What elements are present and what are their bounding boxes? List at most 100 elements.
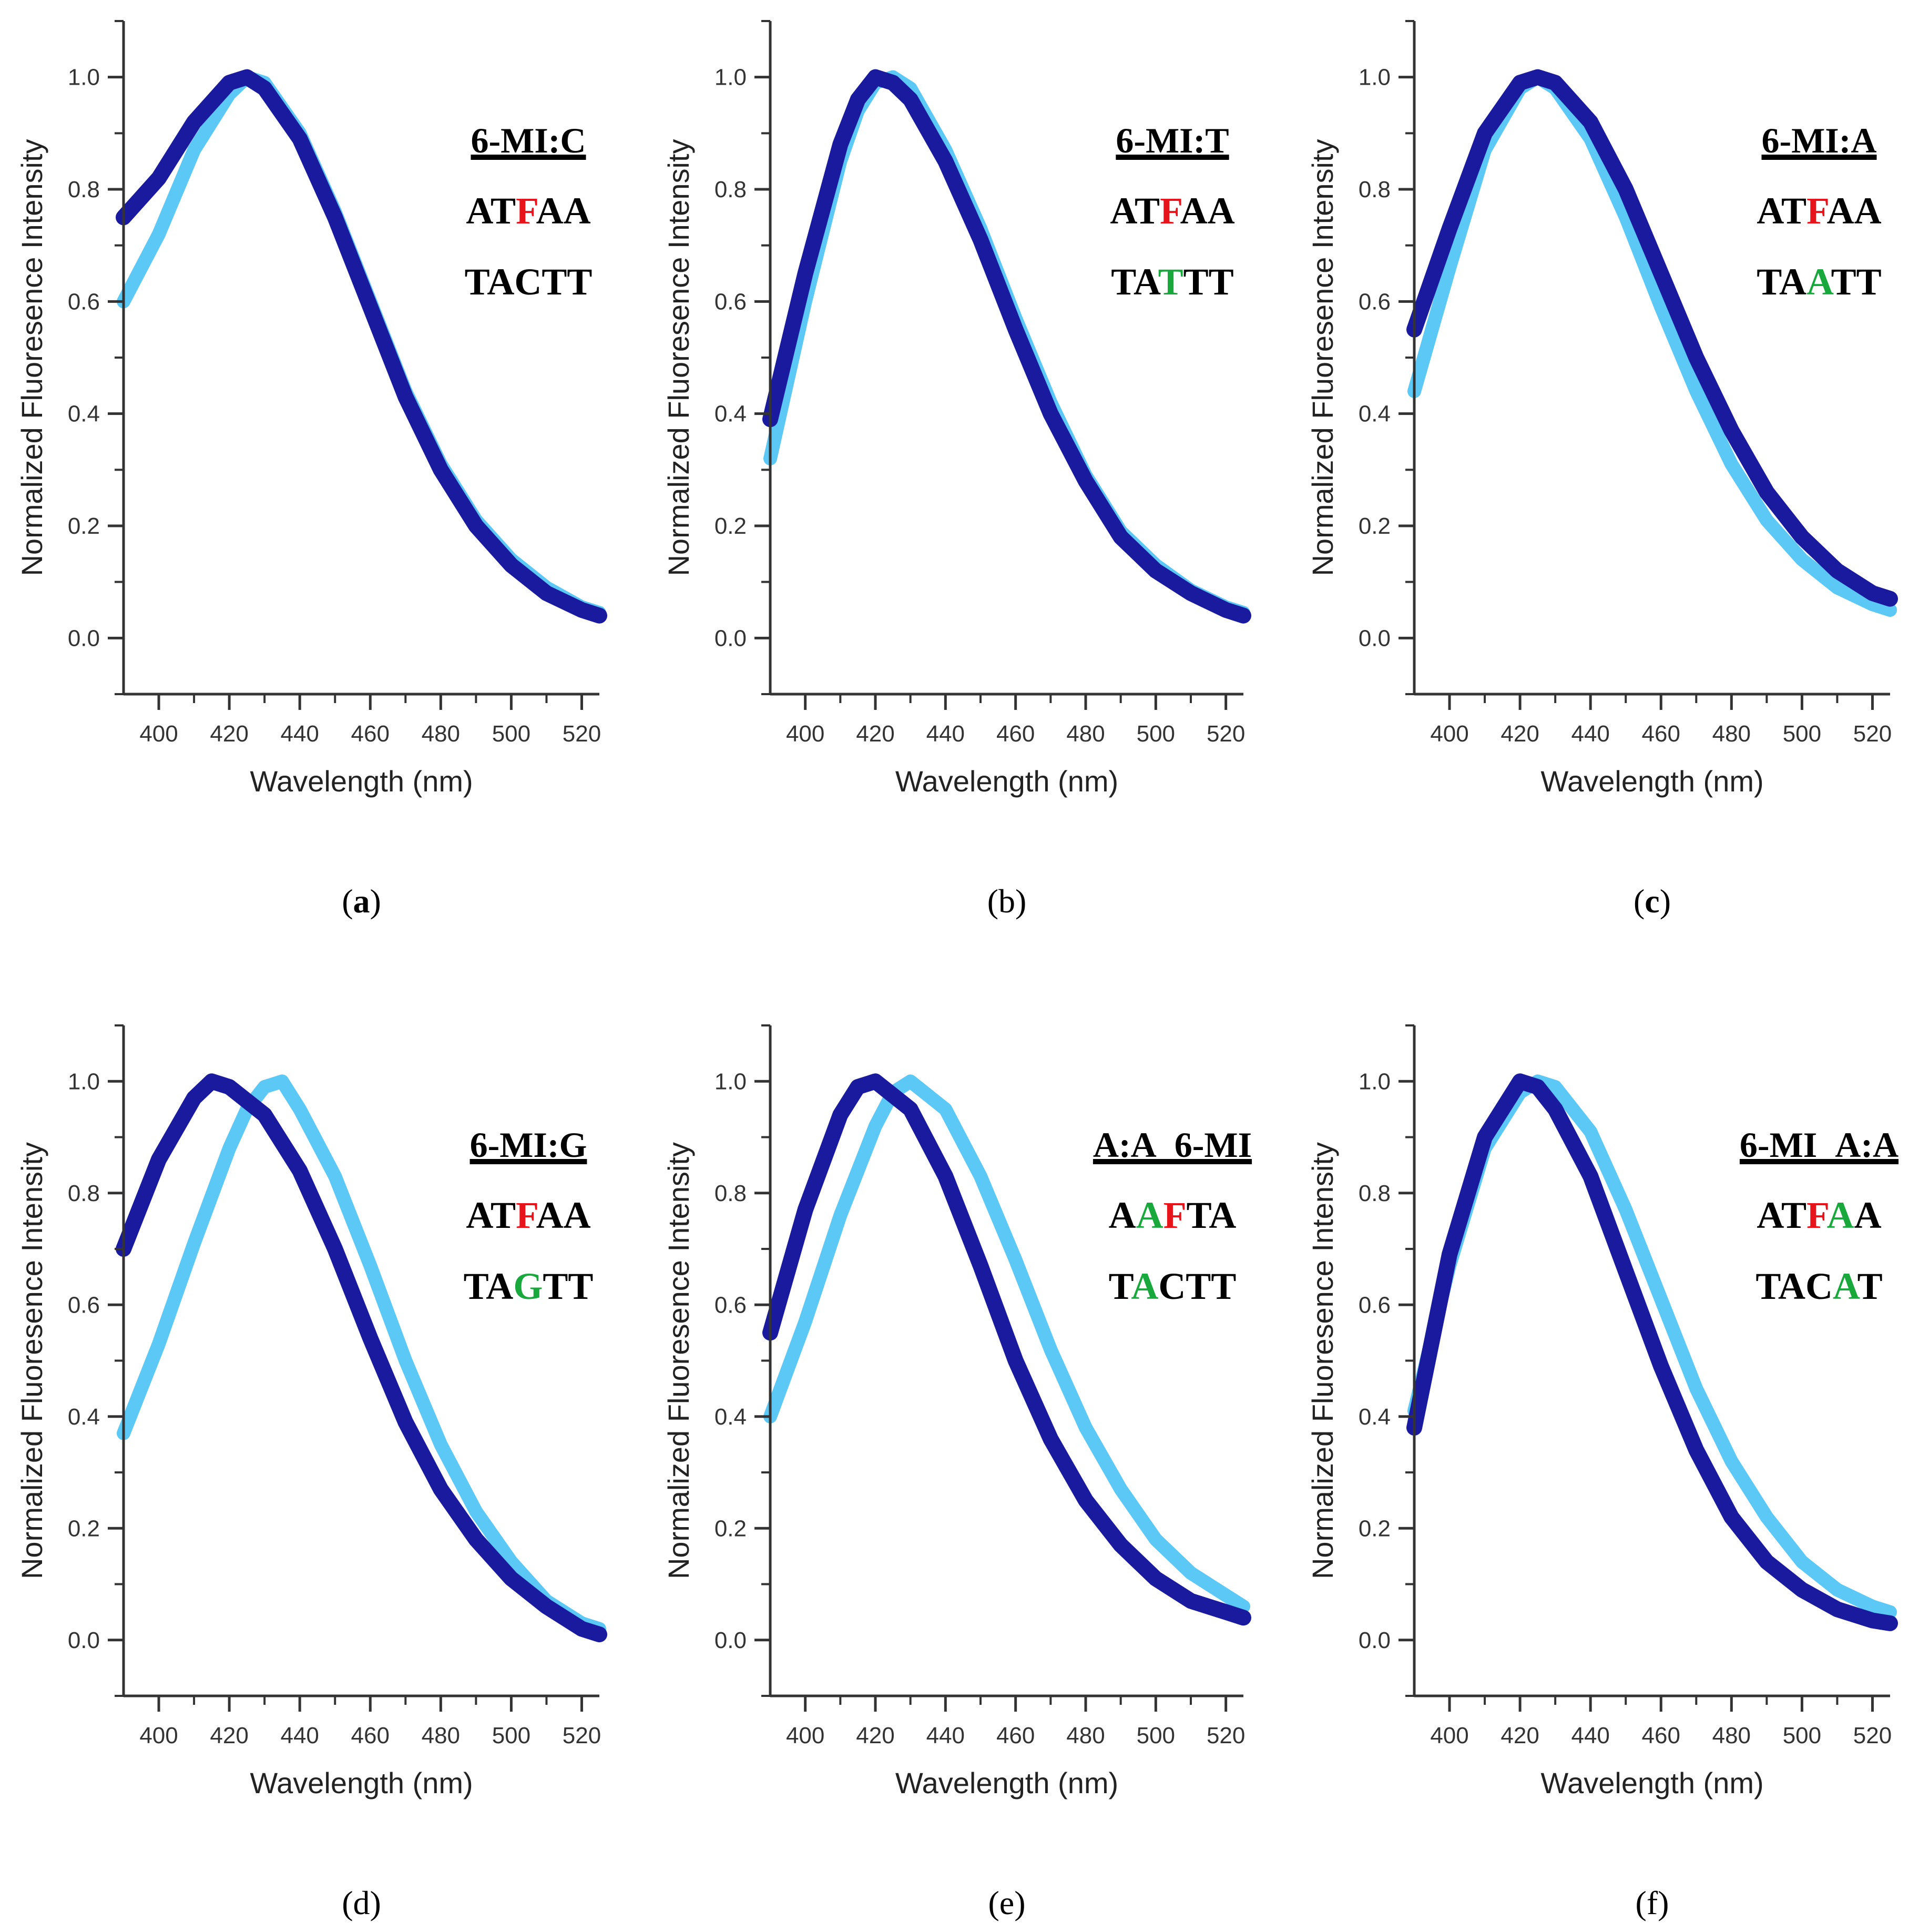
x-tick-label: 460 — [351, 1723, 390, 1748]
sequence-segment: TA — [1757, 261, 1806, 303]
panel-caption: (f) — [1636, 1884, 1669, 1921]
sequence-segment: CTT — [1158, 1265, 1236, 1307]
sequence-segment: A — [1854, 1194, 1882, 1236]
y-axis-title: Normalized Fluoresence Intensity — [662, 1142, 695, 1579]
x-tick-label: 500 — [1137, 1723, 1175, 1748]
caption-paren: ( — [1634, 882, 1645, 920]
y-tick-label: 0.2 — [714, 513, 747, 539]
x-tick-label: 480 — [422, 1723, 460, 1748]
caption-paren: ( — [1636, 1884, 1647, 1921]
sequence-segment: AA — [536, 190, 591, 232]
sequence-segment: TT — [543, 1265, 593, 1307]
sequence-segment: AA — [536, 1194, 591, 1236]
caption-paren: ( — [987, 882, 998, 920]
y-tick-label: 0.2 — [1359, 513, 1391, 539]
x-tick-label: 500 — [492, 1723, 530, 1748]
x-tick-label: 500 — [1783, 1723, 1821, 1748]
y-tick-label: 1.0 — [714, 1069, 747, 1094]
y-axis-title: Normalized Fluoresence Intensity — [15, 139, 48, 576]
y-tick-label: 0.2 — [1359, 1516, 1391, 1541]
sequence-segment: F — [1806, 190, 1828, 232]
x-tick-label: 460 — [996, 721, 1035, 747]
x-tick-label: 400 — [786, 1723, 824, 1748]
sequence-segment: AT — [1110, 190, 1160, 232]
caption-paren: ) — [370, 1884, 381, 1921]
x-tick-label: 420 — [1501, 721, 1539, 747]
y-tick-label: 0.2 — [68, 1516, 100, 1541]
series-light-line — [117, 1074, 606, 1636]
y-tick-label: 0.0 — [1359, 1628, 1391, 1653]
x-tick-label: 400 — [1430, 1723, 1468, 1748]
panel-a: 400 420 440 460 480 500 520 0.0 0.2 0.4 0.6 0.8 1.0 W… — [15, 20, 607, 920]
sequence-segment: T — [1158, 261, 1183, 303]
x-tick-label: 420 — [856, 1723, 894, 1748]
sequence-line1: ATFAA — [1757, 1194, 1881, 1236]
x-tick-label: 460 — [351, 721, 390, 747]
sequence-segment: A — [1806, 261, 1834, 303]
sequence-segment: A — [1131, 1265, 1158, 1307]
y-tick-label: 1.0 — [1359, 65, 1391, 90]
x-tick-label: 400 — [139, 721, 178, 747]
panel-caption: (b) — [987, 882, 1027, 920]
y-tick-label: 0.8 — [714, 1181, 747, 1206]
panel-b: 400 420 440 460 480 500 520 0.0 0.2 0.4 0.6 0.8 1.0 W… — [662, 20, 1251, 920]
caption-letter: f — [1647, 1884, 1658, 1921]
x-tick-label: 480 — [1066, 1723, 1105, 1748]
x-tick-label: 480 — [1712, 1723, 1751, 1748]
y-tick-label: 1.0 — [68, 1069, 100, 1094]
x-tick-label: 460 — [1642, 1723, 1680, 1748]
y-tick-label: 0.2 — [714, 1516, 747, 1541]
sequence-segment: TACTT — [465, 261, 593, 303]
sequence-segment: A — [1827, 1194, 1854, 1236]
series-light-line — [763, 1074, 1250, 1613]
y-tick-label: 1.0 — [1359, 1069, 1391, 1094]
x-axis-title: Wavelength (nm) — [895, 765, 1118, 798]
x-tick-label: 400 — [139, 1723, 178, 1748]
sequence-segment: TT — [1183, 261, 1234, 303]
x-axis-title: Wavelength (nm) — [250, 765, 473, 798]
annotation-title: 6-MI:G — [470, 1125, 587, 1165]
caption-paren: ( — [342, 882, 353, 920]
sequence-segment: TAC — [1755, 1265, 1833, 1307]
panel-caption: (d) — [342, 1884, 381, 1921]
y-tick-label: 0.0 — [68, 1628, 100, 1653]
sequence-segment: AT — [466, 190, 516, 232]
y-tick-label: 0.8 — [68, 1181, 100, 1206]
caption-paren: ) — [1015, 882, 1026, 920]
y-tick-label: 0.0 — [68, 625, 100, 651]
y-tick-label: 0.6 — [68, 1292, 100, 1318]
y-tick-label: 0.4 — [714, 1404, 747, 1430]
sequence-segment: TT — [1831, 261, 1882, 303]
panel-c: 400 420 440 460 480 500 520 0.0 0.2 0.4 0.6 0.8 1.0 W… — [1306, 20, 1898, 920]
panel-e: 400 420 440 460 480 500 520 0.0 0.2 0.4 0.6 0.8 1.0 W… — [662, 1024, 1252, 1921]
panel-caption: (e) — [988, 1884, 1025, 1921]
x-tick-label: 400 — [1430, 721, 1468, 747]
x-tick-label: 480 — [1712, 721, 1751, 747]
y-axis-title: Normalized Fluoresence Intensity — [15, 1142, 48, 1579]
y-tick-label: 0.4 — [1359, 1404, 1391, 1430]
x-tick-label: 500 — [1137, 721, 1175, 747]
sequence-line2: TAGTT — [464, 1265, 594, 1307]
sequence-line1: AAFTA — [1109, 1194, 1237, 1236]
y-tick-label: 0.4 — [714, 401, 747, 427]
sequence-segment: AA — [1827, 190, 1882, 232]
y-axis-title: Normalized Fluoresence Intensity — [1306, 1142, 1339, 1579]
x-tick-label: 520 — [1207, 1723, 1245, 1748]
caption-paren: ( — [342, 1884, 353, 1921]
sequence-line1: ATFAA — [466, 190, 590, 232]
sequence-segment: AT — [1757, 1194, 1806, 1236]
x-tick-label: 420 — [856, 721, 894, 747]
x-tick-label: 520 — [1207, 721, 1245, 747]
y-tick-label: 0.8 — [714, 177, 747, 202]
x-tick-label: 440 — [926, 721, 965, 747]
y-tick-label: 0.6 — [714, 289, 747, 314]
sequence-line2: TATTT — [1111, 261, 1233, 303]
caption-letter: c — [1645, 882, 1659, 920]
x-tick-label: 520 — [1853, 1723, 1892, 1748]
sequence-segment: TA — [1111, 261, 1161, 303]
x-tick-label: 460 — [996, 1723, 1035, 1748]
caption-letter: b — [998, 882, 1015, 920]
sequence-segment: F — [516, 1194, 537, 1236]
x-tick-label: 440 — [1571, 1723, 1609, 1748]
